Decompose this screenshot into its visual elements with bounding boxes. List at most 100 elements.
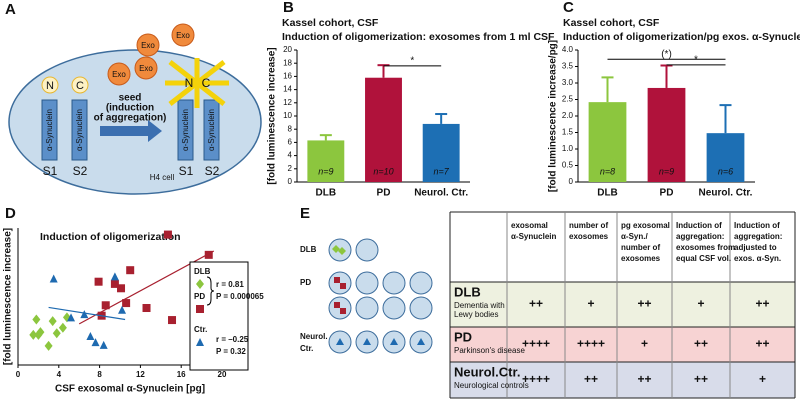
bar	[706, 133, 745, 182]
y-tick-label: 0	[569, 177, 574, 186]
chart-title: Kassel cohort, CSF	[563, 17, 660, 29]
table-cell: ++	[529, 297, 543, 311]
icon-mark	[363, 338, 371, 345]
column-header: exosomal	[511, 221, 548, 230]
table-cell: ++	[637, 372, 651, 386]
cell-icon	[382, 271, 406, 295]
panel-label: A	[5, 1, 16, 18]
exosome-label: Exo	[176, 31, 190, 40]
protein-label: α-Synuclein	[75, 109, 84, 151]
chart-title: Induction of oligomerization	[40, 231, 181, 243]
point	[58, 322, 67, 333]
y-tick-label: 10	[283, 111, 292, 120]
point	[44, 340, 53, 351]
panel-label: E	[300, 205, 310, 222]
y-tick-label: 4.0	[562, 45, 574, 54]
point	[204, 250, 213, 259]
table-cell: ++++	[577, 337, 605, 351]
table-cell: ++	[755, 337, 769, 351]
point	[91, 338, 100, 347]
icon-mark	[417, 338, 425, 345]
panel-label: C	[563, 0, 574, 16]
point	[49, 274, 58, 283]
table-cell: +	[641, 337, 648, 351]
point	[48, 316, 57, 327]
cell-icon	[409, 271, 433, 295]
column-header: exos. α-Syn.	[734, 254, 781, 263]
point	[29, 329, 38, 340]
point	[142, 304, 151, 313]
chart-title: Induction of oligomerization/pg exos. α-…	[563, 31, 800, 43]
row-bg	[450, 327, 795, 362]
terminus-label: C	[202, 76, 211, 90]
point	[94, 277, 103, 286]
stat-p: P = 0.32	[216, 347, 246, 356]
y-tick-label: 3.0	[562, 78, 574, 87]
terminus	[41, 76, 59, 94]
legend-label: Ctr.	[194, 325, 207, 334]
stat-r: r = 0.81	[216, 280, 244, 289]
point	[110, 272, 119, 281]
seed-label: (induction	[106, 103, 154, 114]
x-tick-label: 20	[218, 370, 227, 379]
point	[36, 327, 45, 338]
table-cell: +	[697, 297, 704, 311]
subunit	[177, 99, 194, 161]
column-header: Induction of	[676, 221, 722, 230]
row-name: DLB	[454, 284, 481, 299]
bar	[307, 140, 345, 182]
arrow	[100, 120, 162, 142]
panel-label: D	[5, 205, 16, 222]
cell-icon	[355, 296, 379, 320]
row-description: Dementia with	[454, 301, 505, 310]
seed-label: of aggregation)	[94, 113, 167, 124]
icon-label: PD	[300, 278, 311, 287]
y-tick-label: 2.0	[562, 111, 574, 120]
point	[32, 314, 41, 325]
icon-label: Ctr.	[300, 344, 313, 353]
point	[118, 305, 127, 314]
icon-mark	[390, 338, 398, 345]
y-tick-label: 14	[283, 85, 292, 94]
y-tick-label: 1.5	[562, 128, 574, 137]
point	[122, 299, 131, 308]
column-header: α-Syn./	[621, 232, 648, 241]
x-axis-label: CSF exosomal α-Synuclein [pg]	[55, 384, 205, 395]
subunit	[203, 99, 220, 161]
legend-label: DLB	[194, 267, 211, 276]
y-axis-label: [fold luminescence increase]	[3, 228, 14, 365]
n-label: n=6	[718, 166, 733, 176]
terminus-label: N	[185, 76, 194, 90]
table-cell: +	[587, 297, 594, 311]
panel-label: B	[283, 0, 294, 16]
fit-line	[48, 306, 126, 321]
icon-label: DLB	[300, 245, 317, 254]
table-cell: ++	[755, 297, 769, 311]
y-tick-label: 4	[288, 151, 293, 160]
point	[126, 266, 135, 275]
x-tick-label: 4	[57, 370, 62, 379]
table-cell: ++++	[522, 337, 550, 351]
exosome	[171, 23, 195, 47]
row-description: Parkinson's disease	[454, 346, 525, 355]
subunit-label: S2	[205, 164, 220, 178]
exosome-label: Exo	[112, 70, 126, 79]
exosome-label: Exo	[139, 64, 153, 73]
x-tick-label: Neurol. Ctr.	[414, 188, 468, 199]
column-header: number of	[621, 243, 660, 252]
x-tick-label: 8	[97, 370, 102, 379]
bar	[647, 87, 686, 182]
column-header: number of	[569, 221, 608, 230]
row-description: Lewy bodies	[454, 310, 498, 319]
table-cell: ++	[584, 372, 598, 386]
bar	[588, 102, 627, 182]
x-tick-label: Neurol. Ctr.	[699, 188, 753, 199]
point	[67, 313, 76, 322]
exosome	[107, 62, 131, 86]
significance-label: (*)	[661, 49, 672, 60]
icon-mark	[338, 247, 346, 255]
point	[80, 310, 89, 319]
cell-icon	[382, 296, 406, 320]
x-tick-label: PD	[377, 188, 391, 199]
